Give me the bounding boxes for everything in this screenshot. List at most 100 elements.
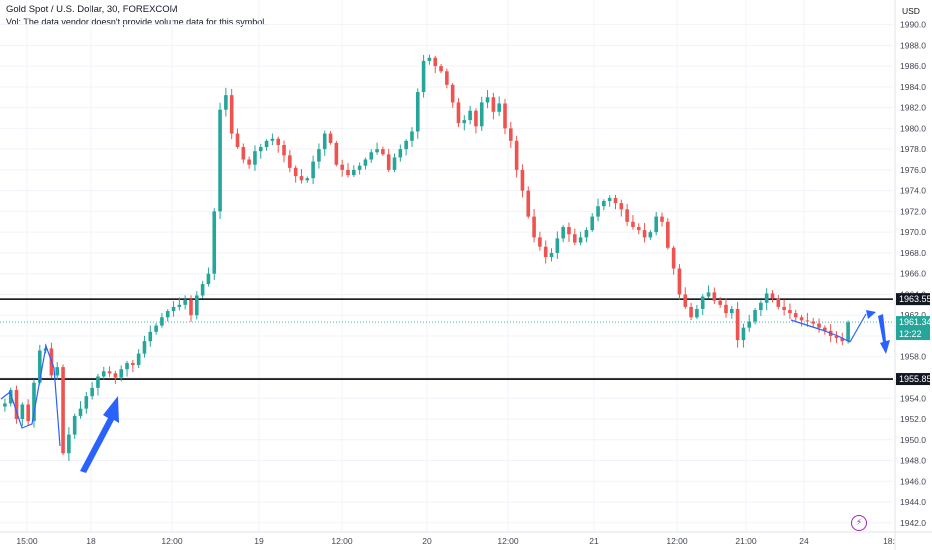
time-tick-label: 15:00 (16, 536, 38, 546)
lightning-bolt-icon[interactable]: ⚡ (851, 515, 867, 531)
candle-body (229, 95, 234, 134)
price-tick-label: 1974.0 (900, 186, 926, 196)
candle-body (299, 176, 304, 181)
drawing-line-right[interactable] (790, 319, 851, 343)
candle-body (165, 311, 170, 318)
candle-body (340, 164, 344, 170)
drawing-path-right[interactable] (849, 313, 867, 343)
candle-body (369, 152, 374, 160)
candle-body (84, 396, 89, 409)
candle-body (183, 299, 187, 305)
grid-lines (0, 0, 893, 532)
price-tick-label: 1962.0 (900, 310, 926, 320)
candle-body (456, 102, 461, 124)
candle-body (392, 157, 397, 170)
drawing-zigzag-left[interactable] (0, 343, 61, 447)
price-tick-label: 1986.0 (900, 61, 926, 71)
price-tick-label: 1982.0 (900, 103, 926, 113)
candle-body (439, 66, 443, 72)
drawing-big-up-arrow[interactable] (80, 396, 119, 473)
candle-body (770, 293, 775, 299)
candle-body (136, 353, 141, 366)
candle-body (811, 321, 816, 324)
price-tick-label: 1958.0 (900, 352, 926, 362)
candle-body (555, 238, 560, 253)
candle-body (636, 226, 641, 231)
currency-label[interactable]: USD (902, 6, 920, 16)
candle-body (32, 382, 36, 422)
candle-body (171, 306, 176, 312)
price-tick-label: 1976.0 (900, 165, 926, 175)
candle-body (735, 308, 740, 341)
candle-body (497, 103, 501, 112)
candle-body (543, 246, 548, 258)
price-tick-label: 1950.0 (900, 435, 926, 445)
candle-body (125, 362, 129, 370)
time-tick-label: 21:00 (735, 536, 757, 546)
price-tick-label: 1988.0 (900, 40, 926, 50)
price-tick-label: 1980.0 (900, 123, 926, 133)
candle-body (468, 110, 472, 121)
price-tick-label: 1952.0 (900, 414, 926, 424)
candle-body (293, 167, 298, 177)
price-tick-label: 1978.0 (900, 144, 926, 154)
candle-body (445, 71, 449, 85)
candle-body (433, 57, 438, 67)
candle-body (14, 389, 19, 420)
price-axis[interactable]: 1942.0 1944.0 1946.0 1948.0 1950.0 1952.0 1954… (900, 20, 926, 528)
price-tick-label: 1942.0 (900, 518, 926, 528)
time-tick-label: 24 (799, 536, 809, 546)
level-price-tag-text: 1955.85 (899, 374, 932, 384)
candle-body (247, 159, 251, 165)
candle-body (671, 247, 676, 269)
candle-body (840, 338, 845, 342)
candle-body (485, 97, 490, 103)
candle-body (305, 178, 310, 181)
candle-body (206, 273, 211, 285)
candle-body (660, 216, 664, 222)
candle-body (491, 97, 496, 112)
candle-body (96, 376, 100, 388)
horizontal-levels[interactable] (0, 298, 893, 380)
level-price-tag-text: 1963.55 (899, 294, 932, 304)
candle-body (712, 292, 717, 301)
time-tick-label: 18 (86, 536, 96, 546)
volume-note: Vol: The data vendor doesn't provide vol… (6, 17, 267, 27)
candle-body (805, 320, 810, 322)
drawing-arrow-down[interactable] (878, 314, 890, 354)
price-tags: 1963.55 1955.85 1961.34 12:22 (896, 293, 932, 386)
candle-body (421, 60, 426, 93)
candle-body (607, 197, 612, 202)
candle-body (90, 387, 94, 397)
price-tick-label: 1970.0 (900, 227, 926, 237)
candle-body (782, 306, 786, 311)
time-tick-label: 19 (254, 536, 264, 546)
candle-body (288, 155, 292, 168)
candle-body (398, 149, 403, 158)
candle-body (322, 133, 327, 150)
candle-body (474, 110, 478, 127)
candle-body (503, 103, 507, 129)
candle-body (677, 268, 682, 295)
candle-body (788, 310, 792, 314)
time-tick-label: 12:00 (666, 536, 688, 546)
candle-body (352, 169, 356, 176)
candle-body (328, 133, 333, 143)
candle-body (520, 169, 525, 191)
candle-body (625, 209, 629, 222)
candle-body (648, 232, 653, 238)
candle-body (270, 138, 275, 141)
drawing-arrowhead-up[interactable] (866, 310, 876, 319)
candle-body (753, 310, 757, 322)
time-tick-label: 20 (422, 536, 432, 546)
price-tick-label: 1990.0 (900, 20, 926, 30)
trend-drawings[interactable] (0, 310, 890, 473)
time-axis[interactable]: 15:00 18 12:00 19 12:00 20 12:00 21 12:00 21:00 24… (16, 536, 895, 546)
candle-body (154, 325, 158, 332)
candle-body (20, 404, 25, 420)
candle-body (200, 284, 205, 296)
candle-body (26, 404, 30, 422)
candle-body (101, 371, 106, 377)
candle-body (613, 197, 618, 204)
